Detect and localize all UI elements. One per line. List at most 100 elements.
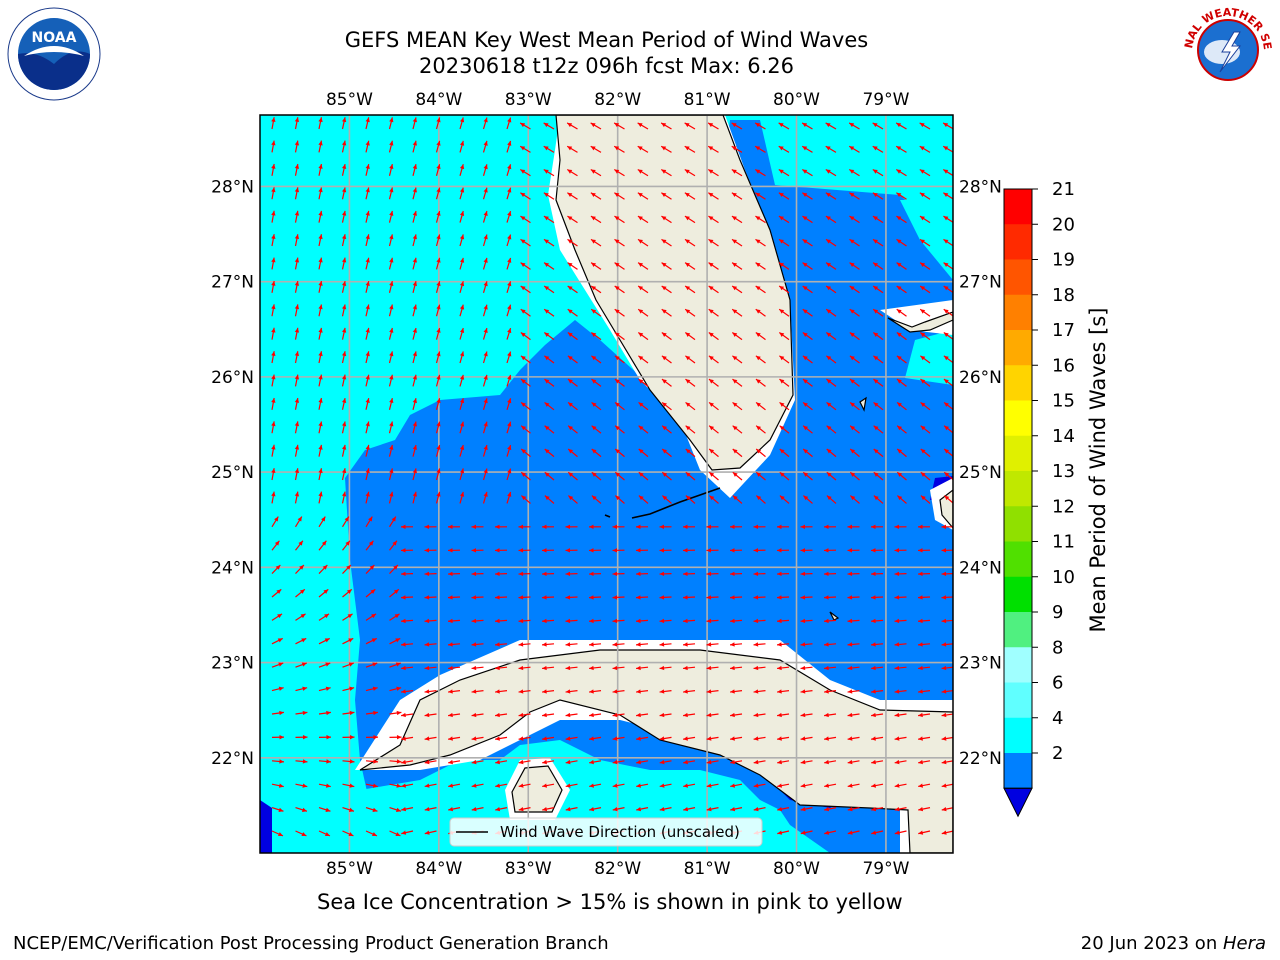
- wind-wave-arrows: [271, 117, 953, 860]
- wind-arrow: [566, 854, 578, 857]
- wind-arrow-head: [709, 449, 715, 454]
- wind-arrow-head: [708, 122, 714, 128]
- wind-arrow-head: [659, 806, 665, 812]
- wind-arrow-head: [365, 117, 370, 123]
- wind-arrow-head: [685, 425, 691, 431]
- wind-arrow-head: [321, 516, 326, 522]
- wind-arrow-head: [590, 239, 596, 244]
- wind-arrow-head: [301, 807, 307, 812]
- wind-arrow-head: [661, 216, 667, 221]
- wind-arrow-head: [871, 759, 876, 765]
- wind-arrow-head: [271, 210, 276, 216]
- wind-arrow-head: [567, 285, 573, 291]
- wind-arrow-head: [824, 595, 829, 600]
- wind-arrow-head: [802, 122, 808, 128]
- wind-arrow-head: [943, 355, 949, 361]
- wind-arrow-head: [318, 444, 323, 450]
- wind-arrow-head: [636, 689, 641, 694]
- lon-tick-label-bottom: 82°W: [594, 859, 641, 879]
- wind-arrow-head: [591, 425, 597, 431]
- wind-arrow-head: [756, 495, 762, 501]
- wind-arrow-head: [396, 735, 402, 740]
- wind-arrow-head: [424, 712, 430, 718]
- wind-arrow-head: [448, 524, 453, 530]
- wind-arrow: [495, 854, 507, 857]
- wind-arrow-head: [730, 548, 735, 553]
- wind-arrow-head: [341, 351, 347, 357]
- wind-arrow-head: [300, 613, 306, 619]
- lat-tick-label-left: 22°N: [211, 749, 254, 769]
- wind-arrow-head: [341, 257, 347, 263]
- wind-arrow-head: [459, 304, 465, 310]
- wind-arrow-head: [756, 472, 762, 477]
- wind-arrow-head: [706, 759, 712, 765]
- wind-arrow-head: [521, 402, 526, 407]
- wind-arrow-head: [483, 351, 488, 357]
- wind-arrow-head: [299, 565, 304, 570]
- wind-arrow-head: [800, 548, 806, 553]
- wind-arrow-head: [318, 304, 323, 310]
- wind-arrow-head: [731, 192, 737, 198]
- wind-arrow-head: [495, 783, 501, 788]
- wind-arrow-head: [412, 234, 417, 240]
- wind-arrow-head: [567, 239, 573, 244]
- wind-arrow-head: [278, 783, 284, 788]
- wind-arrow-head: [436, 445, 441, 450]
- wind-arrow-head: [321, 540, 327, 546]
- legend-label: Wind Wave Direction (unscaled): [500, 823, 740, 841]
- wind-arrow-head: [709, 425, 714, 431]
- lon-tick-label-top: 81°W: [684, 90, 731, 110]
- wind-arrow-head: [638, 472, 644, 477]
- wind-arrow-head: [389, 468, 394, 474]
- wind-arrow-head: [896, 285, 902, 291]
- wind-arrow-head: [412, 117, 417, 123]
- wind-arrow-head: [662, 449, 668, 454]
- colorbar-segment: [1004, 682, 1032, 719]
- wind-arrow-head: [896, 239, 902, 244]
- wind-arrow-head: [941, 783, 947, 788]
- wind-arrow-head: [730, 571, 735, 577]
- wind-arrow-head: [424, 736, 430, 741]
- wind-arrow-head: [941, 830, 947, 835]
- wind-arrow-head: [520, 309, 526, 314]
- wind-arrow-head: [612, 571, 618, 577]
- lat-tick-label-left: 25°N: [211, 463, 254, 483]
- colorbar-segment: [1004, 365, 1032, 401]
- wind-arrow-head: [507, 281, 512, 287]
- wind-arrow-head: [424, 548, 430, 553]
- wind-arrow-head: [636, 548, 641, 553]
- wind-arrow: [390, 854, 400, 860]
- wind-arrow-head: [753, 712, 759, 718]
- wind-arrow-head: [894, 595, 900, 600]
- wind-arrow-head: [659, 642, 665, 647]
- colorbar-label: Mean Period of Wind Waves [s]: [1086, 308, 1110, 633]
- wind-arrow-head: [894, 736, 900, 741]
- wind-arrow-head: [894, 830, 900, 835]
- wind-arrow-head: [943, 285, 949, 291]
- wind-arrow-head: [753, 571, 759, 577]
- colorbar-segment: [1004, 294, 1032, 331]
- wind-arrow-head: [684, 216, 690, 221]
- wind-arrow-head: [918, 736, 923, 741]
- wind-arrow-head: [543, 192, 549, 198]
- chart-subtitle: 20230618 t12z 096h fcst Max: 6.26: [419, 54, 794, 78]
- wind-arrow-head: [873, 309, 879, 314]
- wind-arrow-head: [373, 735, 378, 740]
- wind-arrow-head: [755, 239, 761, 244]
- wind-arrow-head: [683, 854, 688, 858]
- wind-arrow-head: [871, 665, 876, 671]
- wind-arrow-head: [755, 169, 761, 174]
- wind-arrow-head: [518, 524, 524, 530]
- wind-arrow-head: [871, 595, 876, 600]
- wind-arrow-head: [507, 211, 512, 217]
- wind-arrow-head: [341, 468, 347, 474]
- wind-arrow-head: [294, 398, 300, 403]
- wind-arrow-head: [294, 491, 300, 497]
- wind-arrow-head: [279, 759, 284, 764]
- wind-arrow-head: [322, 565, 328, 570]
- wind-arrow-head: [412, 257, 417, 263]
- wind-arrow-head: [395, 807, 401, 812]
- wind-arrow-head: [685, 495, 691, 501]
- wind-arrow-head: [683, 689, 688, 694]
- axis-ticks: 85°W 85°W 84°W 84°W 83°W 83°W 82°W 82°W 81°W 81°W…: [211, 90, 1002, 879]
